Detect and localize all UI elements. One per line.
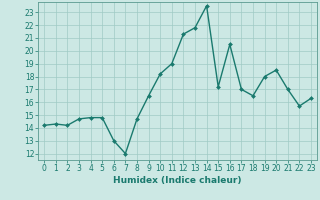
X-axis label: Humidex (Indice chaleur): Humidex (Indice chaleur) bbox=[113, 176, 242, 185]
